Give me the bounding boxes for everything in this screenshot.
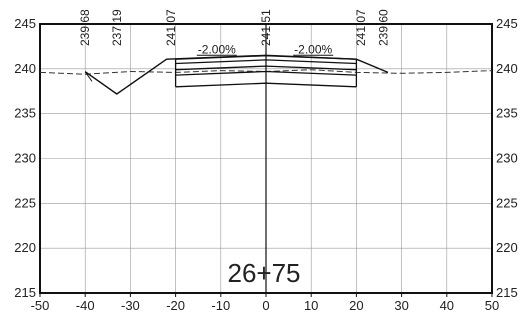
y-tick-label-left: 230 [14, 151, 36, 166]
elevation-label: 241.07 [354, 9, 368, 46]
x-tick-label: -20 [166, 298, 185, 313]
station-label: 26+75 [227, 258, 300, 288]
x-tick-label: -30 [121, 298, 140, 313]
y-tick-label-left: 225 [14, 195, 36, 210]
y-tick-label-left: 235 [14, 106, 36, 121]
x-tick-label: -40 [76, 298, 95, 313]
elevation-label: 241.51 [259, 9, 273, 46]
y-tick-label-left: 240 [14, 61, 36, 76]
y-tick-label-right: 220 [496, 240, 518, 255]
x-tick-label: 20 [349, 298, 363, 313]
x-tick-label: 50 [485, 298, 499, 313]
pavement-layer-line [175, 70, 357, 76]
y-tick-label-left: 245 [14, 16, 36, 31]
y-tick-label-right: 235 [496, 106, 518, 121]
x-tick-label: -10 [211, 298, 230, 313]
y-tick-label-right: 240 [496, 61, 518, 76]
ditch-lip-mark [84, 71, 93, 82]
slope-label: -2.00% [198, 42, 236, 56]
y-tick-label-left: 215 [14, 285, 36, 300]
pavement-layer-line [175, 82, 357, 88]
y-tick-label-right: 225 [496, 195, 518, 210]
slope-label: -2.00% [294, 42, 332, 56]
y-tick-label-right: 245 [496, 16, 518, 31]
y-tick-label-right: 215 [496, 285, 518, 300]
annotations: 239.68 237.19 241.07 241.51 241.07 239.60 -2.0… [78, 9, 390, 56]
elevation-label: 241.07 [164, 9, 178, 46]
elevation-label: 239.60 [377, 9, 391, 46]
elevation-label: 237.19 [110, 9, 124, 46]
pavement-layer-line [175, 55, 357, 60]
pavement-layer-line [175, 59, 357, 65]
y-tick-label-right: 230 [496, 151, 518, 166]
pavement-layer-line [175, 65, 357, 71]
y-tick-label-left: 220 [14, 240, 36, 255]
design-surface [84, 54, 389, 95]
x-tick-label: 30 [394, 298, 408, 313]
elevation-label: 239.68 [78, 9, 92, 46]
x-tick-label: 10 [304, 298, 318, 313]
x-tick-label: -50 [31, 298, 50, 313]
x-tick-label: 0 [262, 298, 269, 313]
x-tick-label: 40 [440, 298, 454, 313]
